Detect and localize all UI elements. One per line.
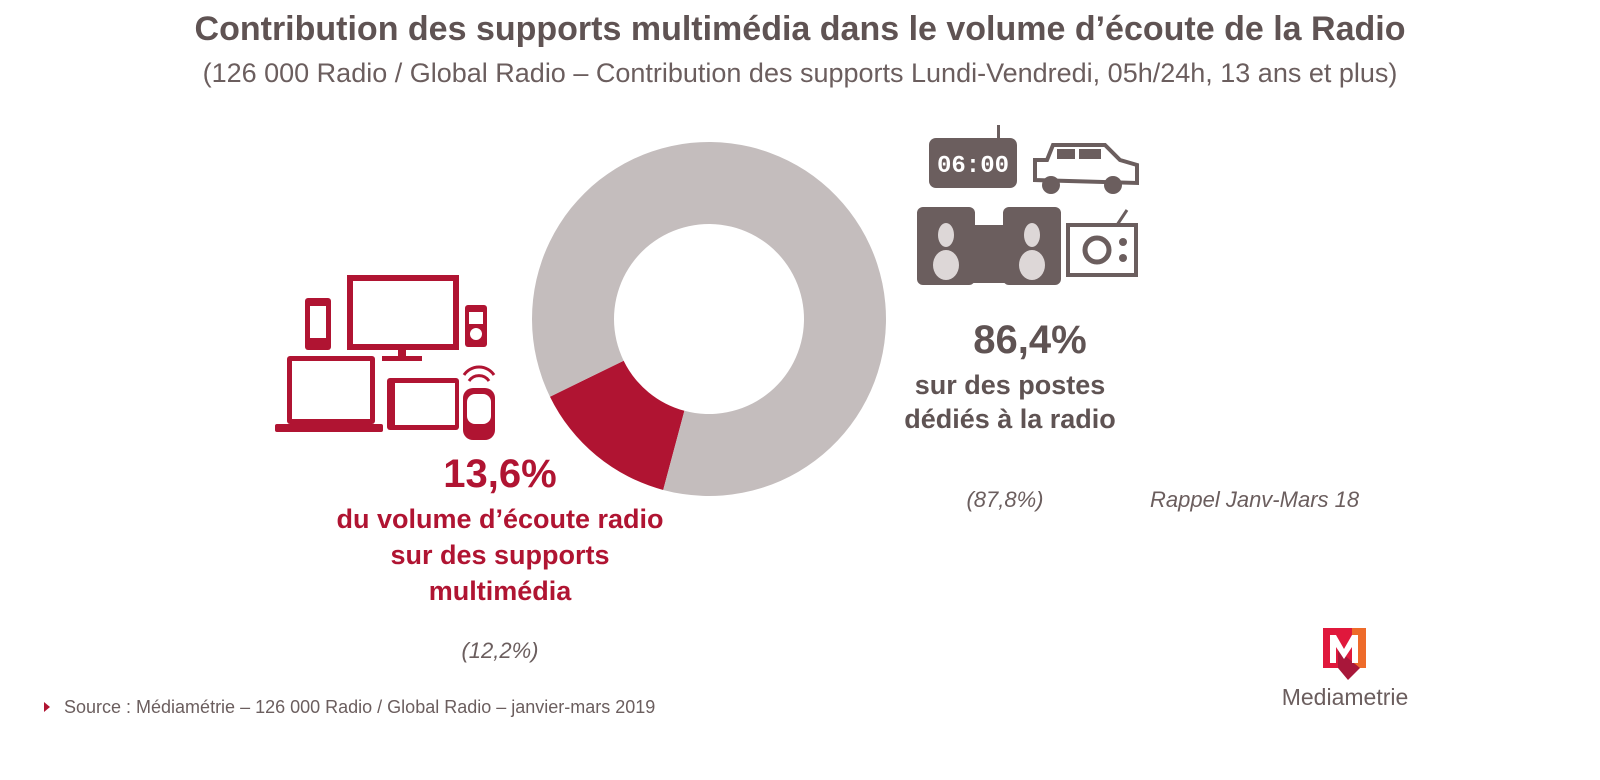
logo-mark-icon [1323, 628, 1366, 680]
bullet-icon [44, 702, 50, 712]
mediametrie-logo: Mediametrie [1265, 625, 1425, 711]
radio-devices-icon: 06:00 [917, 125, 1139, 285]
rappel-label: Rappel Janv-Mars 18 [1150, 487, 1360, 512]
logo-text: Mediametrie [1281, 684, 1409, 710]
multimedia-previous: (12,2%) [461, 638, 539, 663]
source-note: Source : Médiamétrie – 126 000 Radio / G… [44, 697, 655, 718]
donut-slice-dedicated [532, 141, 887, 496]
music-player-icon [465, 305, 487, 347]
multimedia-devices-icon [275, 275, 496, 440]
chart-subtitle: (126 000 Radio / Global Radio – Contribu… [202, 58, 1398, 88]
dedicated-percent: 86,4% [973, 318, 1087, 362]
multimedia-label-1: du volume d’écoute radio [336, 504, 664, 534]
dedicated-label-1: sur des postes [914, 370, 1106, 400]
source-text: Source : Médiamétrie – 126 000 Radio / G… [64, 697, 656, 717]
portable-radio-icon [1066, 209, 1138, 277]
clock-display: 06:00 [937, 153, 1009, 180]
car-icon [1033, 143, 1139, 186]
multimedia-percent: 13,6% [443, 452, 557, 496]
dedicated-label-2: dédiés à la radio [904, 404, 1116, 434]
multimedia-label-3: multimédia [428, 576, 572, 606]
donut-slice-multimedia [549, 360, 685, 490]
chart-title: Contribution des supports multimédia dan… [194, 10, 1406, 48]
multimedia-label-2: sur des supports [390, 540, 610, 570]
alarm-clock-icon [929, 138, 1017, 188]
dedicated-previous: (87,8%) [966, 487, 1044, 512]
